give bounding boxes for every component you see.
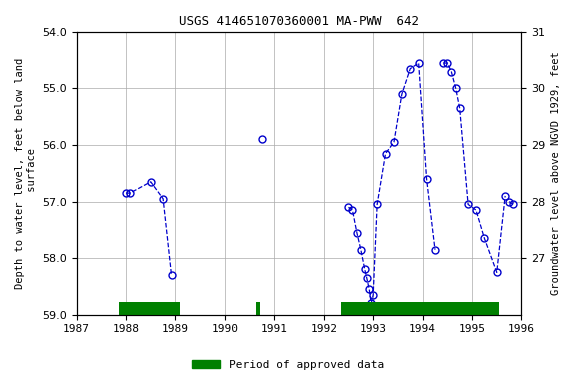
Title: USGS 414651070360001 MA-PWW  642: USGS 414651070360001 MA-PWW 642	[179, 15, 419, 28]
Y-axis label: Groundwater level above NGVD 1929, feet: Groundwater level above NGVD 1929, feet	[551, 51, 561, 295]
Bar	[256, 302, 260, 315]
Y-axis label: Depth to water level, feet below land
 surface: Depth to water level, feet below land su…	[15, 58, 37, 289]
Bar	[119, 302, 180, 315]
Bar	[341, 302, 499, 315]
Legend: Period of approved data: Period of approved data	[188, 356, 388, 375]
